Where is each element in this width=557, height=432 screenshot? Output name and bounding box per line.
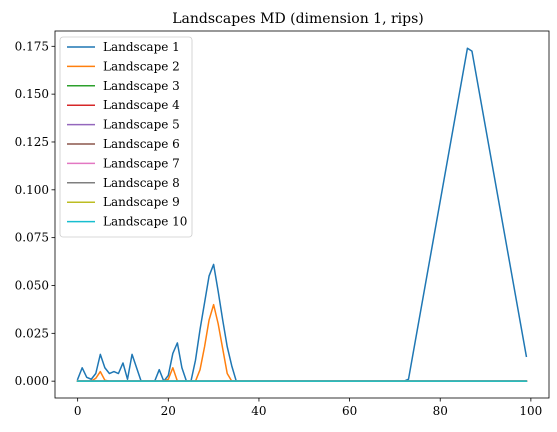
- legend-label-8: Landscape 8: [103, 176, 180, 190]
- x-tick-label: 80: [433, 404, 448, 418]
- y-tick-label: 0.000: [15, 374, 49, 388]
- legend-label-5: Landscape 5: [103, 118, 180, 132]
- y-tick-label: 0.125: [15, 135, 49, 149]
- y-tick-label: 0.025: [15, 326, 49, 340]
- legend: Landscape 1 Landscape 2 Landscape 3 Landsca…: [59, 36, 193, 238]
- x-tick-label: 100: [519, 404, 542, 418]
- legend-label-1: Landscape 1: [103, 40, 180, 54]
- legend-label-4: Landscape 4: [103, 98, 180, 112]
- y-tick-label: 0.050: [15, 278, 49, 292]
- y-tick-label: 0.150: [15, 87, 49, 101]
- legend-label-7: Landscape 7: [103, 156, 180, 170]
- y-tick-label: 0.075: [15, 231, 49, 245]
- x-tick-label: 0: [74, 404, 82, 418]
- legend-box: [59, 36, 193, 238]
- legend-label-2: Landscape 2: [103, 59, 180, 73]
- y-axis: 0.000 0.025 0.050 0.075 0.100 0.125 0.150 0.175: [15, 39, 55, 388]
- legend-label-3: Landscape 3: [103, 79, 180, 93]
- legend-label-6: Landscape 6: [103, 137, 180, 151]
- axes-frame: [54, 30, 550, 399]
- legend-label-9: Landscape 9: [103, 195, 180, 209]
- series-lines: [76, 47, 528, 382]
- x-tick-label: 20: [161, 404, 176, 418]
- series-line-1: [76, 47, 528, 382]
- x-axis: 0 20 40 60 80 100: [74, 398, 542, 418]
- y-tick-label: 0.100: [15, 183, 49, 197]
- legend-label-10: Landscape 10: [103, 215, 187, 229]
- x-tick-label: 60: [342, 404, 357, 418]
- series-line-2: [76, 303, 528, 382]
- chart-title: Landscapes MD (dimension 1, rips): [172, 11, 424, 27]
- y-tick-label: 0.175: [15, 39, 49, 53]
- x-tick-label: 40: [251, 404, 266, 418]
- plot-area: [54, 30, 550, 399]
